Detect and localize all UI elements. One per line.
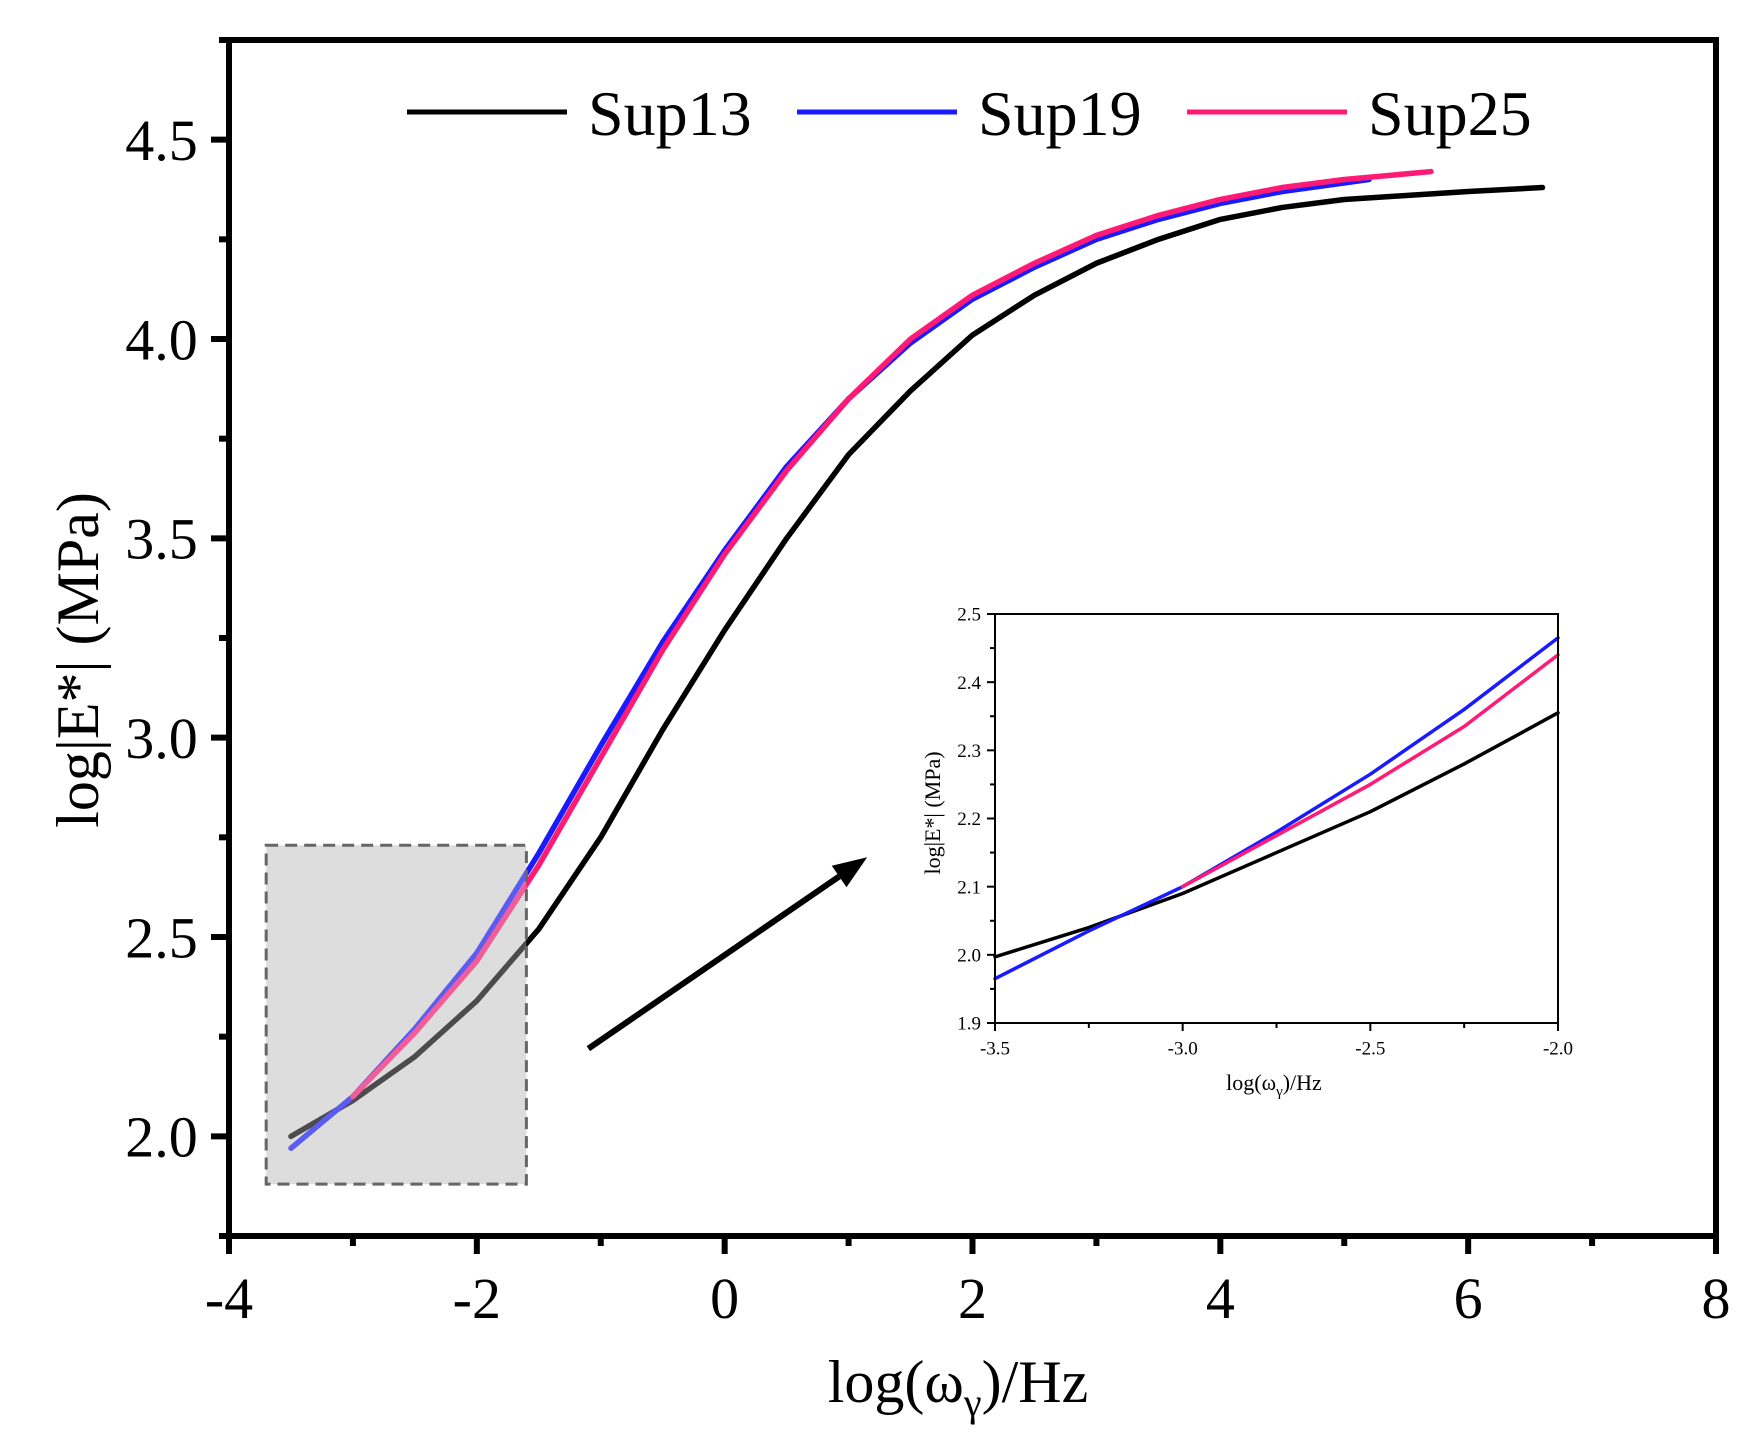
main-x-tick-label: 4 (1206, 1266, 1235, 1331)
main-y-tick-label: 2.5 (125, 905, 198, 970)
main-x-tick-label: 2 (958, 1266, 987, 1331)
inset-axes-frame (994, 613, 1559, 1024)
inset-x-tick-label: -3.5 (980, 1039, 1010, 1060)
inset-y-tick-label: 2.5 (957, 605, 981, 626)
inset-series-line-sup25 (1180, 653, 1560, 889)
main-series-group (288, 168, 1546, 1152)
inset-x-tick-label: -2.5 (1355, 1039, 1385, 1060)
legend: Sup13 Sup19 Sup25 (407, 78, 1532, 149)
main-x-tick-label: 0 (710, 1266, 739, 1331)
inset-chart: -3.5 -3.0 -2.5 -2.0 1.9 2.0 2.1 2.2 2.3 2.4 2.5 lo… (920, 605, 1573, 1100)
inset-ticks: -3.5 -3.0 -2.5 -2.0 1.9 2.0 2.1 2.2 2.3 2.4 2.5 (957, 605, 1573, 1060)
inset-series-group (993, 636, 1560, 981)
inset-x-axis-title: log(ωγ)/Hz (1226, 1070, 1322, 1100)
arrow-head (831, 857, 868, 888)
main-ticks: -4 -2 0 2 4 6 8 2.0 2.5 3.0 3.5 4.0 4.5 (125, 37, 1731, 1331)
x-axis-title: log(ωγ)/Hz (828, 1349, 1088, 1425)
main-x-tick-label: 6 (1454, 1266, 1483, 1331)
zoom-arrow (264, 843, 868, 1186)
legend-label-sup25: Sup25 (1368, 78, 1532, 149)
inset-series-line-sup13 (993, 711, 1560, 959)
main-x-tick-label: -2 (453, 1266, 501, 1331)
main-y-tick-label: 4.0 (125, 307, 198, 372)
main-y-tick-label: 2.0 (125, 1105, 198, 1170)
legend-label-sup19: Sup19 (978, 78, 1142, 149)
inset-y-tick-label: 2.1 (957, 877, 981, 898)
main-series-line-sup25 (350, 168, 1434, 1100)
inset-plot-frame (994, 613, 1559, 1024)
main-series-line-sup13 (288, 184, 1546, 1140)
inset-y-tick-label: 1.9 (957, 1014, 981, 1035)
inset-y-tick-label: 2.4 (957, 673, 981, 694)
legend-label-sup13: Sup13 (588, 78, 752, 149)
inset-y-axis-title: log|E*| (MPa) (920, 751, 945, 874)
main-x-tick-label: 8 (1702, 1266, 1731, 1331)
arrow-shaft (586, 874, 841, 1052)
inset-y-tick-label: 2.3 (957, 741, 981, 762)
zoom-box-border (264, 843, 528, 1186)
inset-series-line-sup19 (993, 636, 1560, 981)
inset-y-tick-label: 2.2 (957, 809, 981, 830)
main-x-tick-label: -4 (205, 1266, 253, 1331)
inset-x-tick-label: -2.0 (1543, 1039, 1573, 1060)
y-axis-title: log|E*| (MPa) (45, 492, 111, 828)
main-y-tick-label: 3.5 (125, 507, 198, 572)
inset-y-tick-label: 2.0 (957, 945, 981, 966)
inset-x-tick-label: -3.0 (1168, 1039, 1198, 1060)
main-y-tick-label: 3.0 (125, 706, 198, 771)
main-y-tick-label: 4.5 (125, 108, 198, 173)
